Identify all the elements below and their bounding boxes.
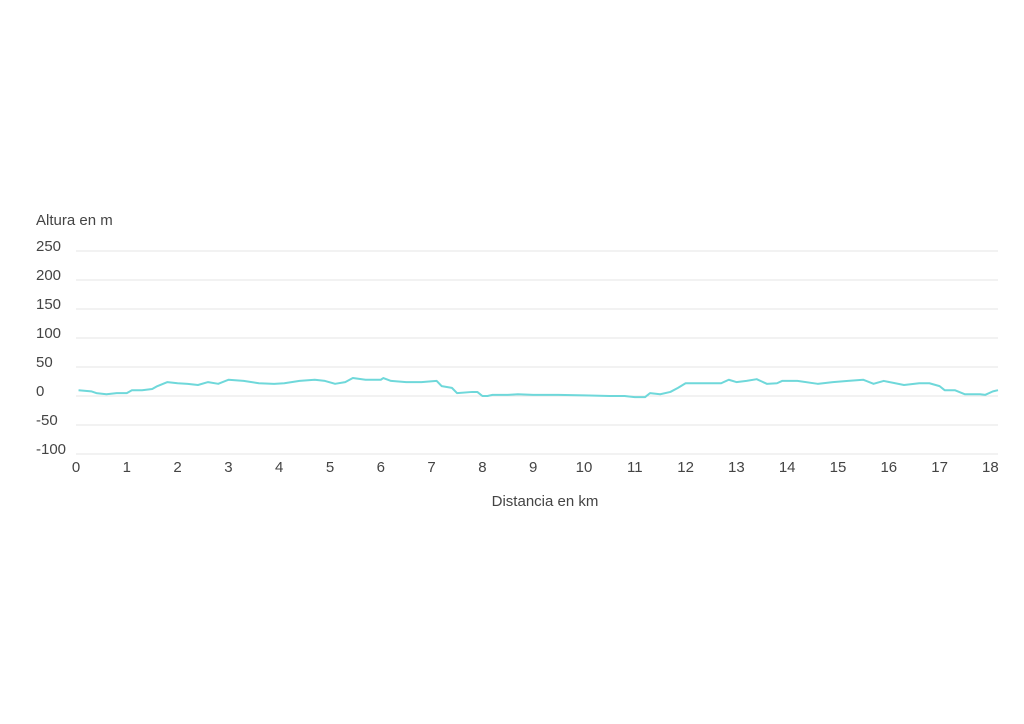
x-tick-label: 4 [275, 459, 283, 476]
x-tick-label: 14 [779, 459, 796, 476]
x-tick-label: 7 [427, 459, 435, 476]
x-tick-label: 16 [880, 459, 897, 476]
y-tick-label: 200 [36, 267, 61, 284]
x-axis-label: Distancia en km [492, 493, 599, 510]
x-tick-label: 9 [529, 459, 537, 476]
x-tick-label: 8 [478, 459, 486, 476]
line [78, 377, 999, 399]
y-tick-label: -100 [36, 441, 66, 458]
x-tick-label: 18 [982, 459, 999, 476]
y-tick-label: -50 [36, 412, 58, 429]
y-tick-label: 50 [36, 354, 53, 371]
x-tick-label: 15 [830, 459, 847, 476]
x-tick-label: 2 [173, 459, 181, 476]
x-tick-label: 17 [931, 459, 948, 476]
y-tick-label: 150 [36, 296, 61, 313]
x-tick-label: 6 [377, 459, 385, 476]
x-tick-label: 10 [576, 459, 593, 476]
x-tick-label: 12 [677, 459, 694, 476]
x-tick-label: 3 [224, 459, 232, 476]
y-tick-label: 100 [36, 325, 61, 342]
x-tick-label: 0 [72, 459, 80, 476]
x-tick-label: 5 [326, 459, 334, 476]
y-tick-label: 0 [36, 383, 44, 400]
x-tick-label: 11 [627, 459, 643, 476]
x-tick-label: 1 [123, 459, 131, 476]
y-tick-label: 250 [36, 238, 61, 255]
y-axis-label: Altura en m [36, 212, 113, 229]
x-tick-label: 13 [728, 459, 745, 476]
